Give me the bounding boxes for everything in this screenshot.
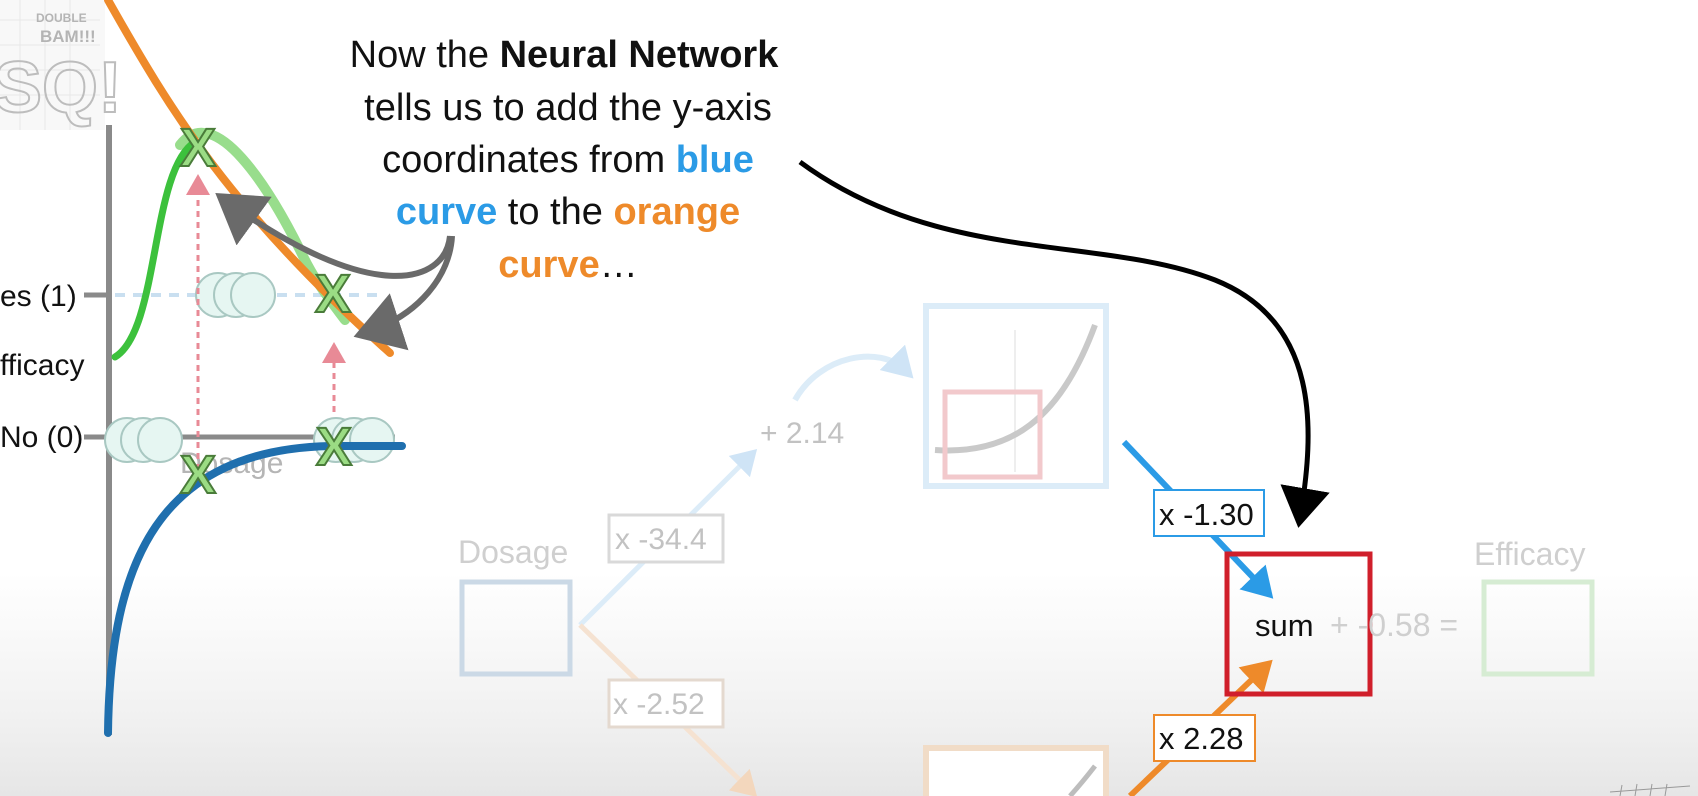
sum-box — [1224, 551, 1373, 697]
green-curve — [111, 138, 199, 361]
input-box — [459, 579, 573, 677]
output-label: Efficacy — [1474, 536, 1585, 572]
node-highlight — [942, 389, 1043, 480]
data-points — [104, 272, 395, 463]
weight-bottom: x -2.52 — [613, 688, 705, 721]
bias-top: + 2.14 — [760, 417, 844, 450]
gray-arrow-left — [215, 192, 453, 279]
logo-text-mid: BAM!!! — [40, 27, 96, 46]
left-plot: es (1) fficacy No (0) Dosage — [0, 0, 455, 737]
gray-arrow-right — [353, 235, 455, 351]
bias-arrow — [792, 344, 914, 402]
orange-curve — [104, 0, 394, 357]
yes-label: es (1) — [0, 280, 77, 313]
weight-top-box — [607, 513, 725, 564]
x-marker: X — [180, 445, 216, 505]
no-label: No (0) — [0, 421, 83, 454]
output-box — [1481, 579, 1595, 677]
logo-text-top: DOUBLE — [36, 11, 87, 25]
network: Dosage x -34.4 x -2.52 + 2.14 x -1.30 x … — [458, 303, 1595, 796]
x-markers: X X X X — [179, 117, 353, 506]
node-curve — [934, 323, 1098, 454]
node-curve-bottom — [1068, 764, 1097, 796]
weight-orange: x 2.28 — [1159, 721, 1243, 756]
weight-top: x -34.4 — [615, 523, 707, 556]
data-point — [137, 417, 183, 463]
weight-blue: x -1.30 — [1159, 497, 1254, 532]
caption-line-3: coordinates from blue — [382, 139, 754, 181]
x-marker: X — [180, 118, 216, 178]
x-marker: X — [315, 264, 351, 324]
caption-line-1: Now the Neural Network — [350, 34, 780, 76]
weight-blue-box — [1153, 489, 1265, 537]
logo-text-big: SQ! — [0, 48, 122, 128]
weight-bottom-box — [607, 678, 725, 729]
caption-line-4: curve to the orange — [396, 191, 740, 233]
x-marker: X — [316, 417, 352, 477]
sum-label: sum — [1255, 608, 1314, 643]
caption-line-2: tells us to add the y-axis — [364, 87, 772, 129]
data-point — [349, 417, 395, 463]
activation-node-bottom — [923, 745, 1109, 796]
caption: Now the Neural Network tells us to add t… — [350, 34, 780, 286]
black-arrow — [798, 159, 1330, 528]
logo: DOUBLE BAM!!! SQ! — [0, 0, 123, 130]
data-point — [230, 272, 276, 318]
input-label: Dosage — [458, 534, 568, 570]
final-bias: + -0.58 = — [1330, 607, 1458, 643]
caption-line-5: curve… — [498, 244, 637, 286]
blue-curve — [104, 442, 406, 737]
efficacy-label: fficacy — [0, 349, 84, 382]
corner-sketch — [1609, 783, 1691, 796]
weight-orange-box — [1153, 714, 1256, 762]
